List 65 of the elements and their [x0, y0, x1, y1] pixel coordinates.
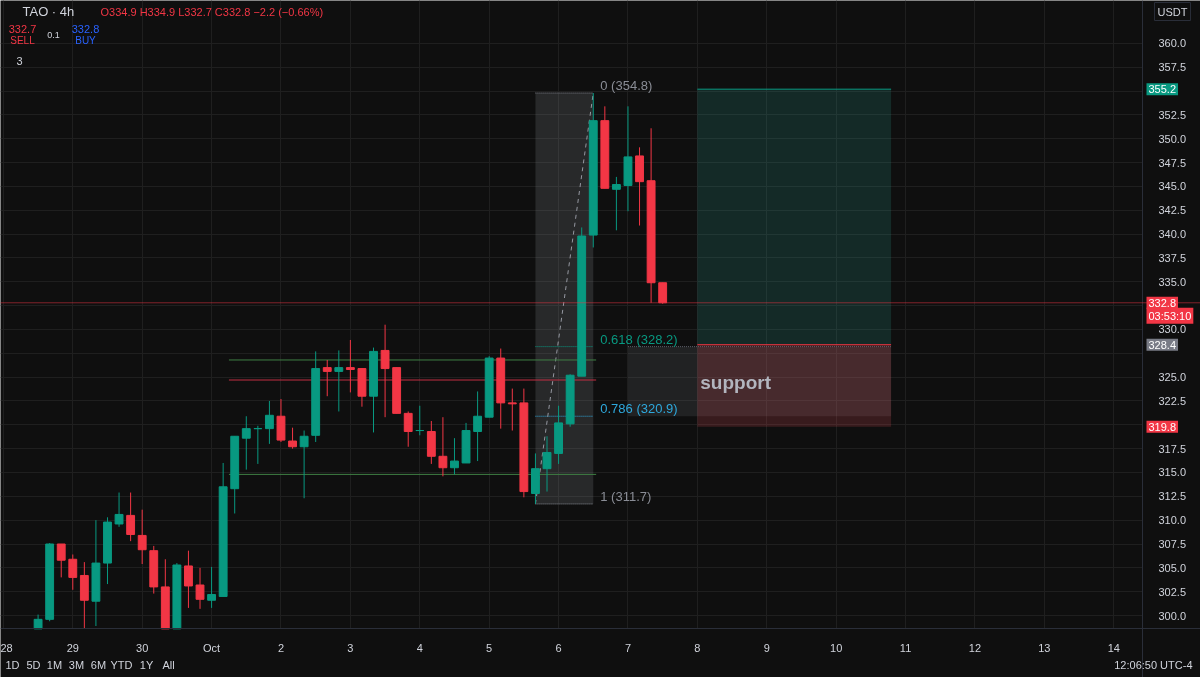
x-tick-label: 4 [416, 641, 423, 654]
y-tick-label: 302.5 [1158, 585, 1187, 598]
y-tick-label: 350.0 [1158, 132, 1187, 145]
chart-title: TAO · 4h [22, 4, 75, 19]
annotation: 12:06:50 UTC-4 [1114, 658, 1193, 671]
y-tick-label: 322.5 [1158, 394, 1187, 407]
x-tick-label: 9 [763, 641, 770, 654]
x-tick-label: 30 [136, 641, 149, 654]
x-tick-label: 8 [694, 641, 701, 654]
y-tick-label: 315.0 [1158, 466, 1187, 479]
y-tick-label: 347.5 [1158, 156, 1187, 169]
annotation: 6M [90, 658, 107, 671]
annotation: 1D [5, 658, 20, 671]
text: O334.9 H334.9 L332.7 C332.8 −2.2 (−0.66%) [100, 5, 324, 18]
x-tick-label: 7 [624, 641, 632, 654]
y-tick-label: 317.5 [1158, 442, 1187, 455]
x-tick-label: 5 [486, 641, 493, 654]
y-tick-label: 340.0 [1158, 228, 1187, 241]
y-tick-label: 360.0 [1158, 37, 1187, 50]
y-tick-label: 352.5 [1158, 108, 1187, 121]
annotation: 0.618 (328.2) [600, 331, 678, 347]
annotation: support [700, 372, 772, 394]
y-tick-label: 300.0 [1158, 609, 1187, 622]
y-tick-label: 312.5 [1158, 490, 1187, 503]
x-tick-label: 2 [277, 641, 285, 654]
x-tick-label: 10 [830, 641, 843, 654]
annotation: 1M [46, 658, 63, 671]
y-tick-label: 345.0 [1158, 180, 1187, 193]
y-axis-title: USDT [1157, 5, 1188, 18]
y-tick-label: 310.0 [1158, 514, 1187, 527]
y-tick-label: 337.5 [1158, 251, 1187, 264]
annotation: YTD [110, 658, 133, 671]
y-tick-label: 307.5 [1158, 538, 1187, 551]
annotation: 1 (311.7) [600, 488, 652, 504]
y-tick-label: 335.0 [1158, 275, 1187, 288]
y-tick-label: 325.0 [1158, 371, 1187, 384]
ref-line-label: 332.8 03:53:10 [1148, 296, 1192, 322]
annotation: 3M [68, 658, 85, 671]
annotation: 5D [26, 658, 41, 671]
annotation: 332.7 [8, 22, 37, 35]
y-tick-label: 305.0 [1158, 561, 1187, 574]
x-tick-label: 13 [1038, 641, 1051, 654]
y-tick-label: 342.5 [1158, 204, 1187, 217]
x-tick-label: 14 [1107, 641, 1120, 654]
y-tick-label: 357.5 [1158, 61, 1187, 74]
annotation: 0.1 [47, 29, 60, 40]
x-tick-label: 3 [347, 641, 354, 654]
annotation: 1Y [139, 658, 154, 671]
annotation: 319.8 [1148, 420, 1177, 433]
annotation: 332.8 [71, 22, 100, 35]
y-tick-label: 330.0 [1158, 323, 1187, 336]
x-tick-label: 6 [555, 641, 562, 654]
x-tick-label: 11 [899, 641, 912, 654]
annotation: BUY [75, 35, 97, 46]
annotation: All [162, 658, 175, 671]
annotation: 328.4 [1148, 338, 1177, 351]
x-tick-label: 29 [66, 641, 79, 654]
x-tick-label: 12 [968, 641, 982, 654]
annotation: 355.2 [1148, 83, 1177, 96]
x-tick-label: 28 [0, 641, 13, 654]
annotation: 0 (354.8) [600, 77, 653, 93]
annotation: 3 [16, 54, 23, 67]
annotation: SELL [10, 35, 36, 46]
x-tick-label: Oct [203, 641, 221, 654]
annotation: 0.786 (320.9) [600, 401, 678, 417]
